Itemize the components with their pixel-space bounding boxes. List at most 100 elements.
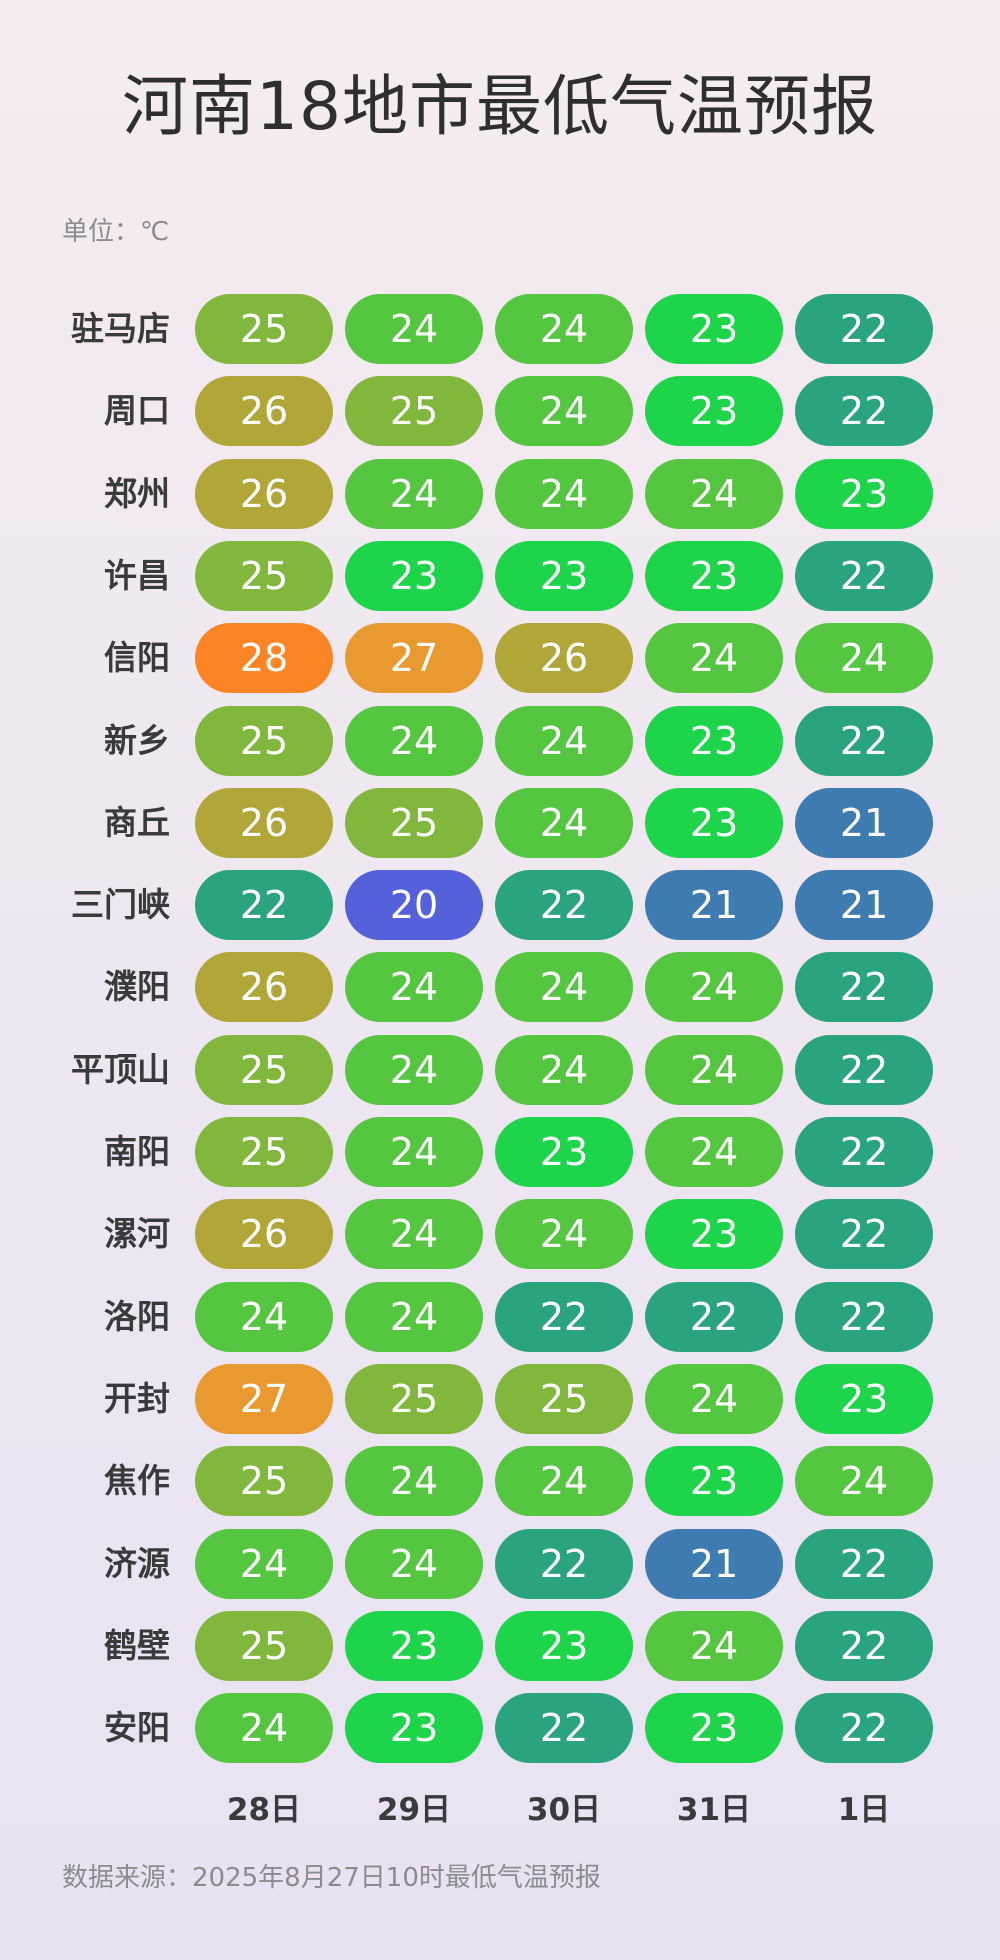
date-column-label: 30日 <box>526 1792 602 1828</box>
temperature-cell: 26 <box>195 787 333 858</box>
temperature-cell: 26 <box>195 952 333 1023</box>
city-label: 南阳 <box>104 1132 170 1171</box>
temperature-cell: 23 <box>795 458 933 529</box>
temperature-cell: 23 <box>495 1610 633 1681</box>
temperature-cell: 24 <box>795 1446 933 1517</box>
city-label: 新乡 <box>104 720 170 760</box>
temperature-cell: 22 <box>795 1281 933 1352</box>
date-column-label: 28日 <box>226 1792 302 1828</box>
temperature-cell: 22 <box>795 294 933 364</box>
temperature-cell: 22 <box>195 870 333 941</box>
temperature-cell: 24 <box>645 623 783 694</box>
temperature-cell: 22 <box>645 1281 783 1352</box>
temperature-cell: 25 <box>345 376 483 447</box>
temperature-cell: 24 <box>645 1034 783 1105</box>
city-label: 濮阳 <box>104 967 170 1007</box>
temperature-cell: 27 <box>345 623 483 694</box>
temperature-cell: 24 <box>345 294 483 364</box>
temperature-cell: 21 <box>645 1528 783 1599</box>
temperature-cell: 23 <box>795 1363 933 1434</box>
city-label: 鹤壁 <box>104 1625 170 1665</box>
temperature-cell: 26 <box>495 623 633 694</box>
temperature-cell: 22 <box>795 1199 933 1270</box>
city-label: 焦作 <box>104 1461 170 1501</box>
temperature-cell: 23 <box>645 1199 783 1270</box>
temperature-cell: 25 <box>195 540 333 611</box>
temperature-cell: 22 <box>795 1610 933 1681</box>
city-label: 许昌 <box>104 555 170 595</box>
date-column-label: 1日 <box>837 1792 891 1828</box>
temperature-cell: 25 <box>495 1363 633 1434</box>
city-label: 漯河 <box>104 1214 170 1254</box>
temperature-cell: 22 <box>795 705 933 776</box>
temperature-cell: 24 <box>495 1034 633 1105</box>
temperature-cell: 24 <box>195 1693 333 1764</box>
temperature-cell: 23 <box>495 1117 633 1187</box>
temperature-cell: 21 <box>795 787 933 858</box>
temperature-cell: 24 <box>645 952 783 1023</box>
temperature-cell: 25 <box>195 705 333 776</box>
temperature-cell: 24 <box>495 787 633 858</box>
temperature-cell: 25 <box>345 787 483 858</box>
temperature-cell: 24 <box>195 1281 333 1352</box>
temperature-cell: 25 <box>195 1610 333 1681</box>
temperature-cell: 22 <box>495 1528 633 1599</box>
city-label: 安阳 <box>104 1708 170 1748</box>
temperature-cell: 25 <box>345 1363 483 1434</box>
temperature-cell: 21 <box>795 870 933 941</box>
temperature-cell: 24 <box>195 1528 333 1599</box>
temperature-cell: 26 <box>195 376 333 447</box>
temperature-cell: 22 <box>795 1034 933 1105</box>
city-label: 济源 <box>104 1543 170 1583</box>
temperature-cell: 22 <box>795 376 933 447</box>
temperature-cell: 26 <box>195 458 333 529</box>
temperature-cell: 23 <box>345 540 483 611</box>
city-label: 周口 <box>104 391 170 431</box>
temperature-cell: 22 <box>795 952 933 1023</box>
city-label: 信阳 <box>104 638 170 678</box>
city-label: 驻马店 <box>71 309 170 348</box>
temperature-cell: 24 <box>345 1034 483 1105</box>
temperature-cell: 24 <box>345 1199 483 1270</box>
temperature-cell: 24 <box>345 705 483 776</box>
temperature-cell: 24 <box>495 1199 633 1270</box>
temperature-cell: 24 <box>495 952 633 1023</box>
temperature-cell: 24 <box>645 1363 783 1434</box>
temperature-cell: 22 <box>795 1117 933 1187</box>
date-column-label: 31日 <box>676 1792 752 1828</box>
temperature-cell: 24 <box>495 705 633 776</box>
temperature-cell: 24 <box>495 458 633 529</box>
temperature-cell: 22 <box>495 870 633 941</box>
temperature-cell: 24 <box>345 1117 483 1187</box>
temperature-cell: 23 <box>645 376 783 447</box>
temperature-cell: 23 <box>645 1446 783 1517</box>
temperature-cell: 25 <box>195 1117 333 1187</box>
temperature-cell: 23 <box>345 1693 483 1764</box>
temperature-cell: 25 <box>195 1034 333 1105</box>
temperature-cell: 23 <box>345 1610 483 1681</box>
unit-label: 单位：℃ <box>62 217 170 247</box>
city-label: 郑州 <box>104 473 170 513</box>
temperature-cell: 23 <box>645 1693 783 1764</box>
page-title: 河南18地市最低气温预报 <box>122 68 878 145</box>
temperature-cell: 23 <box>645 787 783 858</box>
temperature-cell: 24 <box>645 458 783 529</box>
temperature-cell: 24 <box>645 1610 783 1681</box>
temperature-cell: 22 <box>495 1281 633 1352</box>
temperature-cell: 22 <box>795 1528 933 1599</box>
temperature-cell: 24 <box>495 376 633 447</box>
city-label: 三门峡 <box>71 885 170 925</box>
temperature-cell: 22 <box>795 1693 933 1764</box>
temperature-cell: 24 <box>345 458 483 529</box>
temperature-cell: 23 <box>495 540 633 611</box>
city-label: 商丘 <box>104 802 170 842</box>
city-label: 洛阳 <box>104 1296 170 1336</box>
temperature-cell: 24 <box>345 952 483 1023</box>
temperature-cell: 27 <box>195 1363 333 1434</box>
temperature-cell: 24 <box>345 1281 483 1352</box>
temperature-cell: 24 <box>645 1117 783 1187</box>
temperature-cell: 22 <box>795 540 933 611</box>
temperature-cell: 23 <box>645 294 783 364</box>
city-label: 开封 <box>104 1378 170 1418</box>
temperature-cell: 24 <box>495 1446 633 1517</box>
